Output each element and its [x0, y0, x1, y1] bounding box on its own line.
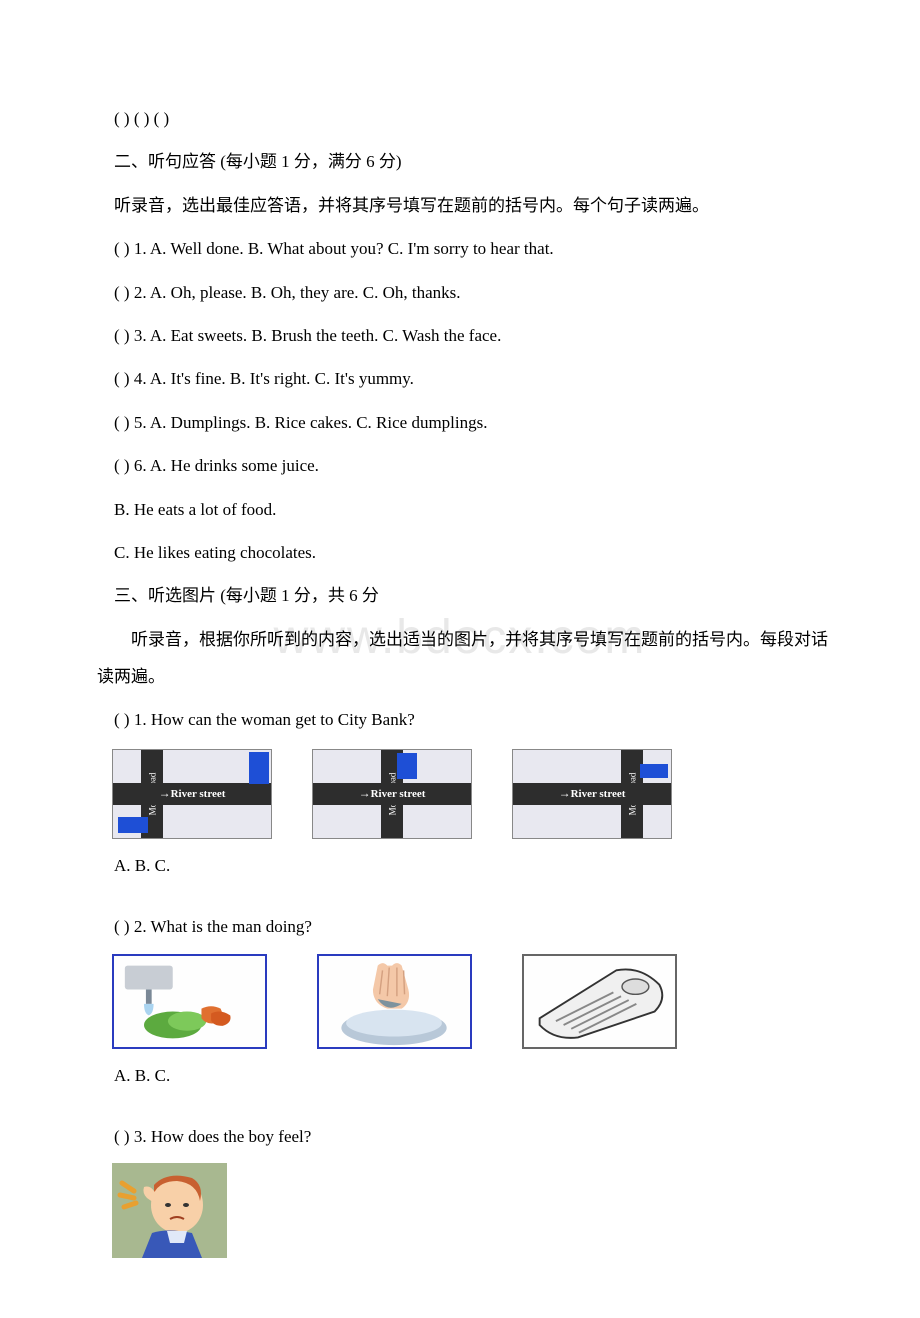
bank-icon: [118, 817, 148, 833]
picture-option-q3: [112, 1163, 227, 1258]
map-option-c: Moon Road →River street: [512, 749, 672, 839]
abc-label-2: A. B. C.: [80, 1057, 840, 1094]
section2-q6c: C. He likes eating chocolates.: [80, 534, 840, 571]
section3-q2: ( ) 2. What is the man doing?: [80, 908, 840, 945]
cutting-board-icon: [524, 956, 675, 1047]
section2-title: 二、听句应答 (每小题 1 分，满分 6 分): [80, 143, 840, 180]
map-option-a: Moon Road →River street: [112, 749, 272, 839]
section2-q6b: B. He eats a lot of food.: [80, 491, 840, 528]
horizontal-road: →River street: [313, 783, 471, 805]
blanks-line: ( ) ( ) ( ): [80, 100, 840, 137]
picture-option-b: [317, 954, 472, 1049]
section2-q3: ( ) 3. A. Eat sweets. B. Brush the teeth…: [80, 317, 840, 354]
section3-instruction: 听录音，根据你所听到的内容，选出适当的图片，并将其序号填写在题前的括号内。每段对…: [80, 621, 840, 696]
section2-q1: ( ) 1. A. Well done. B. What about you? …: [80, 230, 840, 267]
horizontal-road: →River street: [113, 783, 271, 805]
picture-options-row: [112, 954, 840, 1049]
headache-boy-icon: [112, 1163, 227, 1258]
abc-label-1: A. B. C.: [80, 847, 840, 884]
document-content: ( ) ( ) ( ) 二、听句应答 (每小题 1 分，满分 6 分) 听录音，…: [80, 100, 840, 1258]
wash-hands-icon: [319, 956, 470, 1047]
map-option-b: Moon Road →River street: [312, 749, 472, 839]
bank-icon: [397, 753, 417, 779]
bank-icon: [249, 752, 269, 784]
section2-q2: ( ) 2. A. Oh, please. B. Oh, they are. C…: [80, 274, 840, 311]
section2-q5: ( ) 5. A. Dumplings. B. Rice cakes. C. R…: [80, 404, 840, 441]
section3-q3: ( ) 3. How does the boy feel?: [80, 1118, 840, 1155]
map-options-row: Moon Road →River street Moon Road →River…: [112, 749, 840, 839]
bank-icon: [640, 764, 668, 778]
section2-q6a: ( ) 6. A. He drinks some juice.: [80, 447, 840, 484]
horizontal-road: →River street: [513, 783, 671, 805]
wash-vegetables-icon: [114, 956, 265, 1047]
section2-q4: ( ) 4. A. It's fine. B. It's right. C. I…: [80, 360, 840, 397]
picture-option-a: [112, 954, 267, 1049]
picture-option-c: [522, 954, 677, 1049]
section3-title: 三、听选图片 (每小题 1 分，共 6 分: [80, 577, 840, 614]
section2-instruction: 听录音，选出最佳应答语，并将其序号填写在题前的括号内。每个句子读两遍。: [80, 187, 840, 224]
section3-q1: ( ) 1. How can the woman get to City Ban…: [80, 701, 840, 738]
